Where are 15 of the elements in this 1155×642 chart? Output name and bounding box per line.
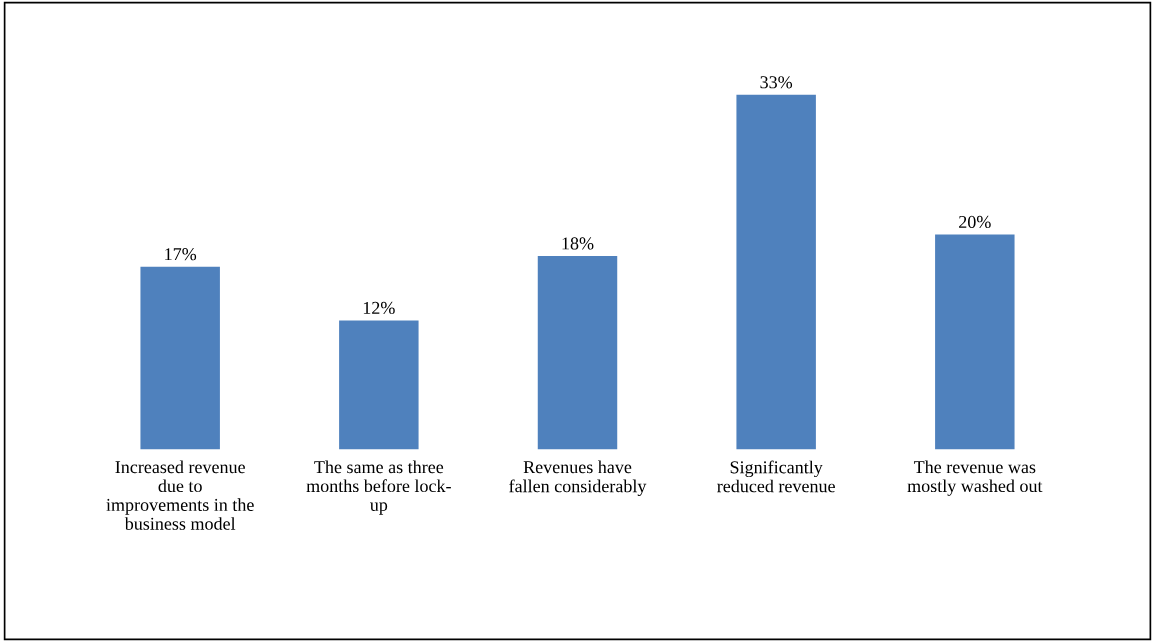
data-label: 12%	[363, 301, 395, 315]
data-label: 17%	[165, 248, 197, 261]
x-tick-label: The same as three months before lock- up	[306, 460, 451, 515]
bar	[537, 255, 618, 450]
bar	[935, 234, 1015, 450]
data-label: 33%	[760, 76, 793, 89]
bar	[736, 94, 816, 450]
x-tick-label: Increased revenue due to improvements in the business model	[106, 460, 254, 530]
bar	[339, 320, 419, 450]
bar	[140, 266, 220, 450]
data-label: 20%	[959, 215, 991, 229]
x-tick-label: Significantly reduced revenue	[717, 460, 835, 493]
x-tick-label: Revenues have fallen considerably	[509, 460, 647, 497]
data-label: 18%	[562, 237, 594, 250]
x-tick-label: The revenue was mostly washed out	[907, 460, 1043, 496]
